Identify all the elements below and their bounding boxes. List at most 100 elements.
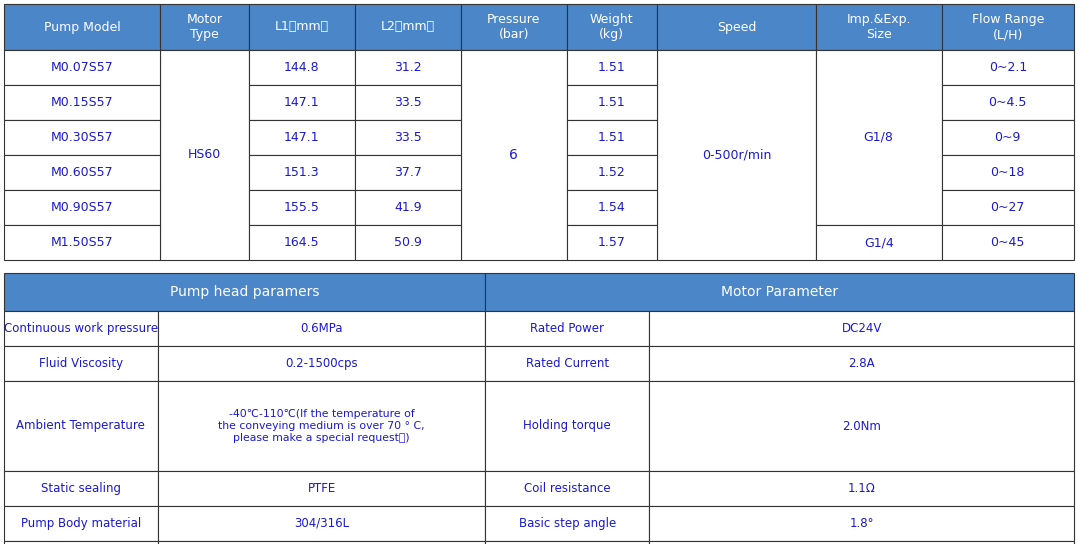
Bar bbox=[941, 85, 1074, 120]
Text: 0~4.5: 0~4.5 bbox=[989, 96, 1027, 109]
Text: Holding torque: Holding torque bbox=[524, 419, 611, 432]
Bar bbox=[485, 311, 649, 346]
Text: Motor Parameter: Motor Parameter bbox=[721, 285, 839, 299]
Bar bbox=[485, 381, 649, 471]
Text: Pump Body material: Pump Body material bbox=[20, 517, 141, 530]
Text: Pump head paramers: Pump head paramers bbox=[170, 285, 319, 299]
Bar bbox=[461, 50, 567, 260]
Text: 0~45: 0~45 bbox=[991, 236, 1025, 249]
Text: G1/8: G1/8 bbox=[863, 131, 894, 144]
Text: 1.54: 1.54 bbox=[598, 201, 625, 214]
Bar bbox=[567, 190, 657, 225]
Bar bbox=[941, 155, 1074, 190]
Bar bbox=[485, 506, 649, 541]
Text: 1.57: 1.57 bbox=[598, 236, 625, 249]
Text: -40℃-110℃(If the temperature of
the conveying medium is over 70 ° C,
please make: -40℃-110℃(If the temperature of the conv… bbox=[219, 410, 425, 443]
Text: PTFE: PTFE bbox=[307, 482, 335, 495]
Text: Pump Model: Pump Model bbox=[44, 21, 121, 34]
Bar bbox=[941, 50, 1074, 85]
Text: M0.60S57: M0.60S57 bbox=[51, 166, 113, 179]
Bar bbox=[816, 4, 941, 50]
Text: Basic step angle: Basic step angle bbox=[519, 517, 616, 530]
Text: 1.51: 1.51 bbox=[598, 96, 625, 109]
Text: Coil resistance: Coil resistance bbox=[524, 482, 610, 495]
Bar bbox=[4, 471, 157, 506]
Text: M0.90S57: M0.90S57 bbox=[51, 201, 113, 214]
Text: Continuous work pressure: Continuous work pressure bbox=[4, 322, 158, 335]
Text: Weight
(kg): Weight (kg) bbox=[590, 13, 634, 41]
Bar bbox=[941, 4, 1074, 50]
Text: 155.5: 155.5 bbox=[284, 201, 320, 214]
Bar bbox=[4, 85, 161, 120]
Text: 6: 6 bbox=[510, 148, 519, 162]
Bar bbox=[649, 311, 1074, 346]
Bar bbox=[4, 190, 161, 225]
Text: G1/4: G1/4 bbox=[863, 236, 894, 249]
Text: Ambient Temperature: Ambient Temperature bbox=[16, 419, 146, 432]
Text: 0~27: 0~27 bbox=[991, 201, 1025, 214]
Text: 164.5: 164.5 bbox=[285, 236, 320, 249]
Bar bbox=[157, 381, 485, 471]
Text: Speed: Speed bbox=[717, 21, 756, 34]
Bar bbox=[249, 155, 355, 190]
Text: Static sealing: Static sealing bbox=[41, 482, 121, 495]
Text: 0~2.1: 0~2.1 bbox=[989, 61, 1027, 74]
Bar bbox=[157, 311, 485, 346]
Text: M0.07S57: M0.07S57 bbox=[51, 61, 113, 74]
Bar bbox=[567, 120, 657, 155]
Text: Motor
Type: Motor Type bbox=[186, 13, 223, 41]
Text: Fluid Viscosity: Fluid Viscosity bbox=[39, 357, 123, 370]
Text: Rated Power: Rated Power bbox=[530, 322, 605, 335]
Bar bbox=[157, 346, 485, 381]
Bar bbox=[4, 311, 157, 346]
Bar bbox=[567, 4, 657, 50]
Bar bbox=[157, 471, 485, 506]
Bar bbox=[4, 381, 157, 471]
Bar bbox=[161, 50, 249, 260]
Bar bbox=[249, 85, 355, 120]
Text: Pressure
(bar): Pressure (bar) bbox=[487, 13, 540, 41]
Bar bbox=[249, 225, 355, 260]
Text: 147.1: 147.1 bbox=[285, 96, 320, 109]
Text: 151.3: 151.3 bbox=[285, 166, 320, 179]
Text: 1.51: 1.51 bbox=[598, 61, 625, 74]
Bar bbox=[4, 4, 161, 50]
Bar bbox=[485, 346, 649, 381]
Text: Rated Current: Rated Current bbox=[526, 357, 609, 370]
Bar bbox=[355, 120, 461, 155]
Bar bbox=[567, 85, 657, 120]
Bar bbox=[657, 50, 816, 260]
Bar bbox=[941, 190, 1074, 225]
Text: L1（mm）: L1（mm） bbox=[275, 21, 329, 34]
Bar bbox=[249, 190, 355, 225]
Text: 1.8°: 1.8° bbox=[849, 517, 874, 530]
Bar bbox=[649, 471, 1074, 506]
Text: 304/316L: 304/316L bbox=[294, 517, 349, 530]
Bar bbox=[567, 225, 657, 260]
Text: 0.6MPa: 0.6MPa bbox=[301, 322, 343, 335]
Bar bbox=[355, 190, 461, 225]
Bar bbox=[4, 273, 485, 311]
Text: HS60: HS60 bbox=[188, 149, 221, 162]
Text: 2.8A: 2.8A bbox=[848, 357, 875, 370]
Text: 2.0Nm: 2.0Nm bbox=[842, 419, 881, 432]
Text: 147.1: 147.1 bbox=[285, 131, 320, 144]
Text: 31.2: 31.2 bbox=[395, 61, 421, 74]
Bar bbox=[567, 155, 657, 190]
Bar bbox=[461, 4, 567, 50]
Text: 0-500r/min: 0-500r/min bbox=[702, 149, 771, 162]
Bar bbox=[355, 4, 461, 50]
Bar bbox=[4, 346, 157, 381]
Text: 1.52: 1.52 bbox=[598, 166, 625, 179]
Bar bbox=[485, 541, 649, 544]
Bar bbox=[941, 225, 1074, 260]
Text: M0.30S57: M0.30S57 bbox=[51, 131, 113, 144]
Bar bbox=[649, 381, 1074, 471]
Bar bbox=[941, 120, 1074, 155]
Bar bbox=[657, 4, 816, 50]
Text: Imp.&Exp.
Size: Imp.&Exp. Size bbox=[846, 13, 911, 41]
Text: 1.1Ω: 1.1Ω bbox=[847, 482, 875, 495]
Bar bbox=[249, 50, 355, 85]
Bar bbox=[485, 471, 649, 506]
Text: L2（mm）: L2（mm） bbox=[381, 21, 434, 34]
